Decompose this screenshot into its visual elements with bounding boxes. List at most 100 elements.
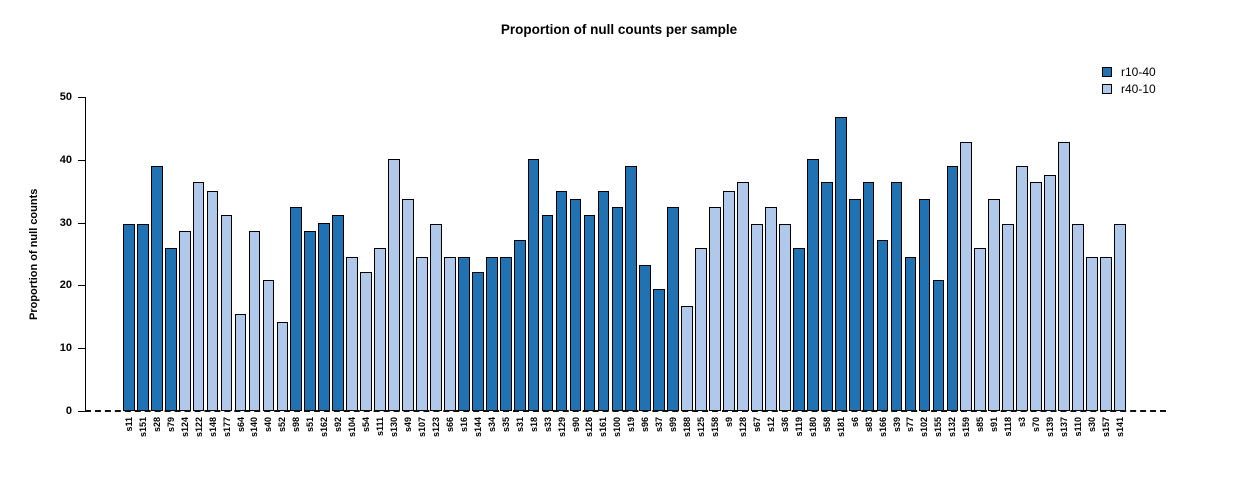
x-tick-label: s98 [291, 417, 302, 433]
bar-s158 [709, 206, 721, 411]
x-tick-label: s118 [1003, 417, 1014, 437]
y-axis-line [85, 97, 86, 412]
x-tick-label: s139 [1045, 417, 1056, 438]
x-tick-label: s177 [221, 417, 232, 438]
x-tick-label: s100 [612, 417, 623, 438]
x-tick-label: s162 [319, 417, 330, 438]
bar-s102 [918, 198, 931, 411]
bar-s155 [932, 280, 945, 411]
x-tick-label: s180 [807, 417, 818, 438]
y-tick-label: 10 [59, 342, 72, 355]
x-tick-label: s123 [430, 417, 441, 438]
bar-s33 [541, 215, 554, 411]
x-tick-label: s188 [682, 417, 693, 438]
x-tick-label: s91 [989, 417, 1000, 433]
bar-s144 [471, 272, 484, 411]
x-tick-label: s51 [305, 417, 316, 433]
bar-s137 [1058, 142, 1070, 411]
legend-label-r10-40: r10-40 [1121, 64, 1156, 79]
bar-s177 [220, 215, 233, 411]
y-tick-label: 40 [59, 153, 72, 166]
bar-s124 [178, 231, 191, 411]
x-tick-label: s77 [905, 417, 916, 433]
x-tick-label: s125 [696, 417, 707, 438]
bar-s79 [164, 247, 177, 411]
x-tick-label: s12 [765, 417, 776, 433]
bar-s3 [1016, 166, 1028, 411]
x-tick-label: s31 [514, 417, 525, 433]
x-tick-label: s67 [751, 417, 762, 433]
bar-s77 [904, 257, 917, 411]
bar-s85 [974, 247, 987, 411]
y-tick-mark [78, 222, 85, 224]
legend-label-r40-10: r40-10 [1121, 81, 1156, 96]
bar-s16 [457, 257, 470, 411]
bar-s58 [820, 182, 833, 411]
x-tick-label: s90 [570, 417, 581, 433]
x-tick-label: s128 [738, 417, 748, 438]
plot-area: 0 10 20 30 40 50 s11 s151 s28 s79 s124 s122 s148 s177… [60, 91, 1166, 437]
x-tick-label: s111 [375, 417, 386, 437]
x-tick-label: s132 [947, 417, 958, 438]
x-tick-label: s85 [975, 417, 986, 433]
x-tick-label: s104 [347, 417, 358, 438]
bar-s31 [513, 239, 526, 411]
bar-s130 [388, 158, 400, 411]
x-tick-label: s137 [1059, 417, 1070, 438]
bar-s141 [1114, 223, 1126, 411]
bar-s100 [611, 206, 624, 411]
bar-s151 [136, 223, 149, 411]
x-tick-label: s58 [821, 417, 832, 433]
bar-s51 [304, 231, 317, 411]
bar-s148 [206, 191, 219, 411]
bar-s9 [723, 191, 735, 411]
bar-s96 [639, 264, 652, 411]
x-tick-label: s40 [263, 417, 274, 433]
legend-swatch-r10-40 [1102, 66, 1112, 77]
x-tick-label: s19 [626, 417, 637, 433]
y-axis-title: Proportion of null counts [28, 188, 40, 320]
legend: r10-40 r40-10 [1102, 63, 1156, 97]
x-tick-label: s166 [877, 417, 888, 438]
x-tick-label: s34 [486, 417, 497, 433]
bar-s98 [290, 206, 303, 411]
y-tick-label: 0 [65, 405, 72, 417]
x-tick-label: s30 [1086, 417, 1097, 433]
x-tick-label: s49 [403, 417, 413, 433]
y-tick-label: 20 [59, 279, 72, 292]
bar-s35 [499, 257, 512, 411]
bar-s161 [597, 191, 610, 411]
bar-s6 [848, 198, 861, 411]
x-tick-label: s126 [584, 417, 595, 438]
x-tick-label: s52 [277, 417, 288, 433]
x-tick-label: s54 [361, 417, 372, 433]
bar-s157 [1100, 257, 1112, 411]
x-tick-label: s130 [389, 417, 400, 438]
bar-s83 [862, 182, 875, 411]
bar-s166 [876, 239, 889, 411]
x-tick-label: s181 [835, 417, 846, 438]
x-tick-label: s33 [542, 417, 553, 433]
bar-s37 [653, 288, 666, 411]
bar-s66 [444, 257, 456, 411]
x-tick-label: s11 [123, 417, 134, 432]
bar-s140 [248, 231, 261, 411]
bar-s39 [890, 182, 903, 411]
x-tick-label: s140 [249, 417, 260, 438]
x-tick-label: s79 [165, 417, 176, 433]
x-tick-label: s110 [1072, 417, 1083, 437]
x-tick-label: s148 [207, 417, 218, 438]
x-tick-label: s129 [556, 417, 567, 438]
bar-s54 [360, 272, 372, 411]
bar-s110 [1072, 223, 1084, 411]
bar-s19 [625, 166, 638, 411]
legend-swatch-r40-10 [1102, 83, 1112, 94]
bar-s49 [402, 198, 414, 411]
x-tick-label: s39 [891, 417, 902, 433]
bar-s159 [960, 142, 973, 411]
x-tick-label: s107 [416, 417, 427, 438]
bar-s122 [192, 182, 205, 411]
x-tick-label: s64 [235, 417, 246, 433]
bar-s104 [346, 257, 358, 411]
